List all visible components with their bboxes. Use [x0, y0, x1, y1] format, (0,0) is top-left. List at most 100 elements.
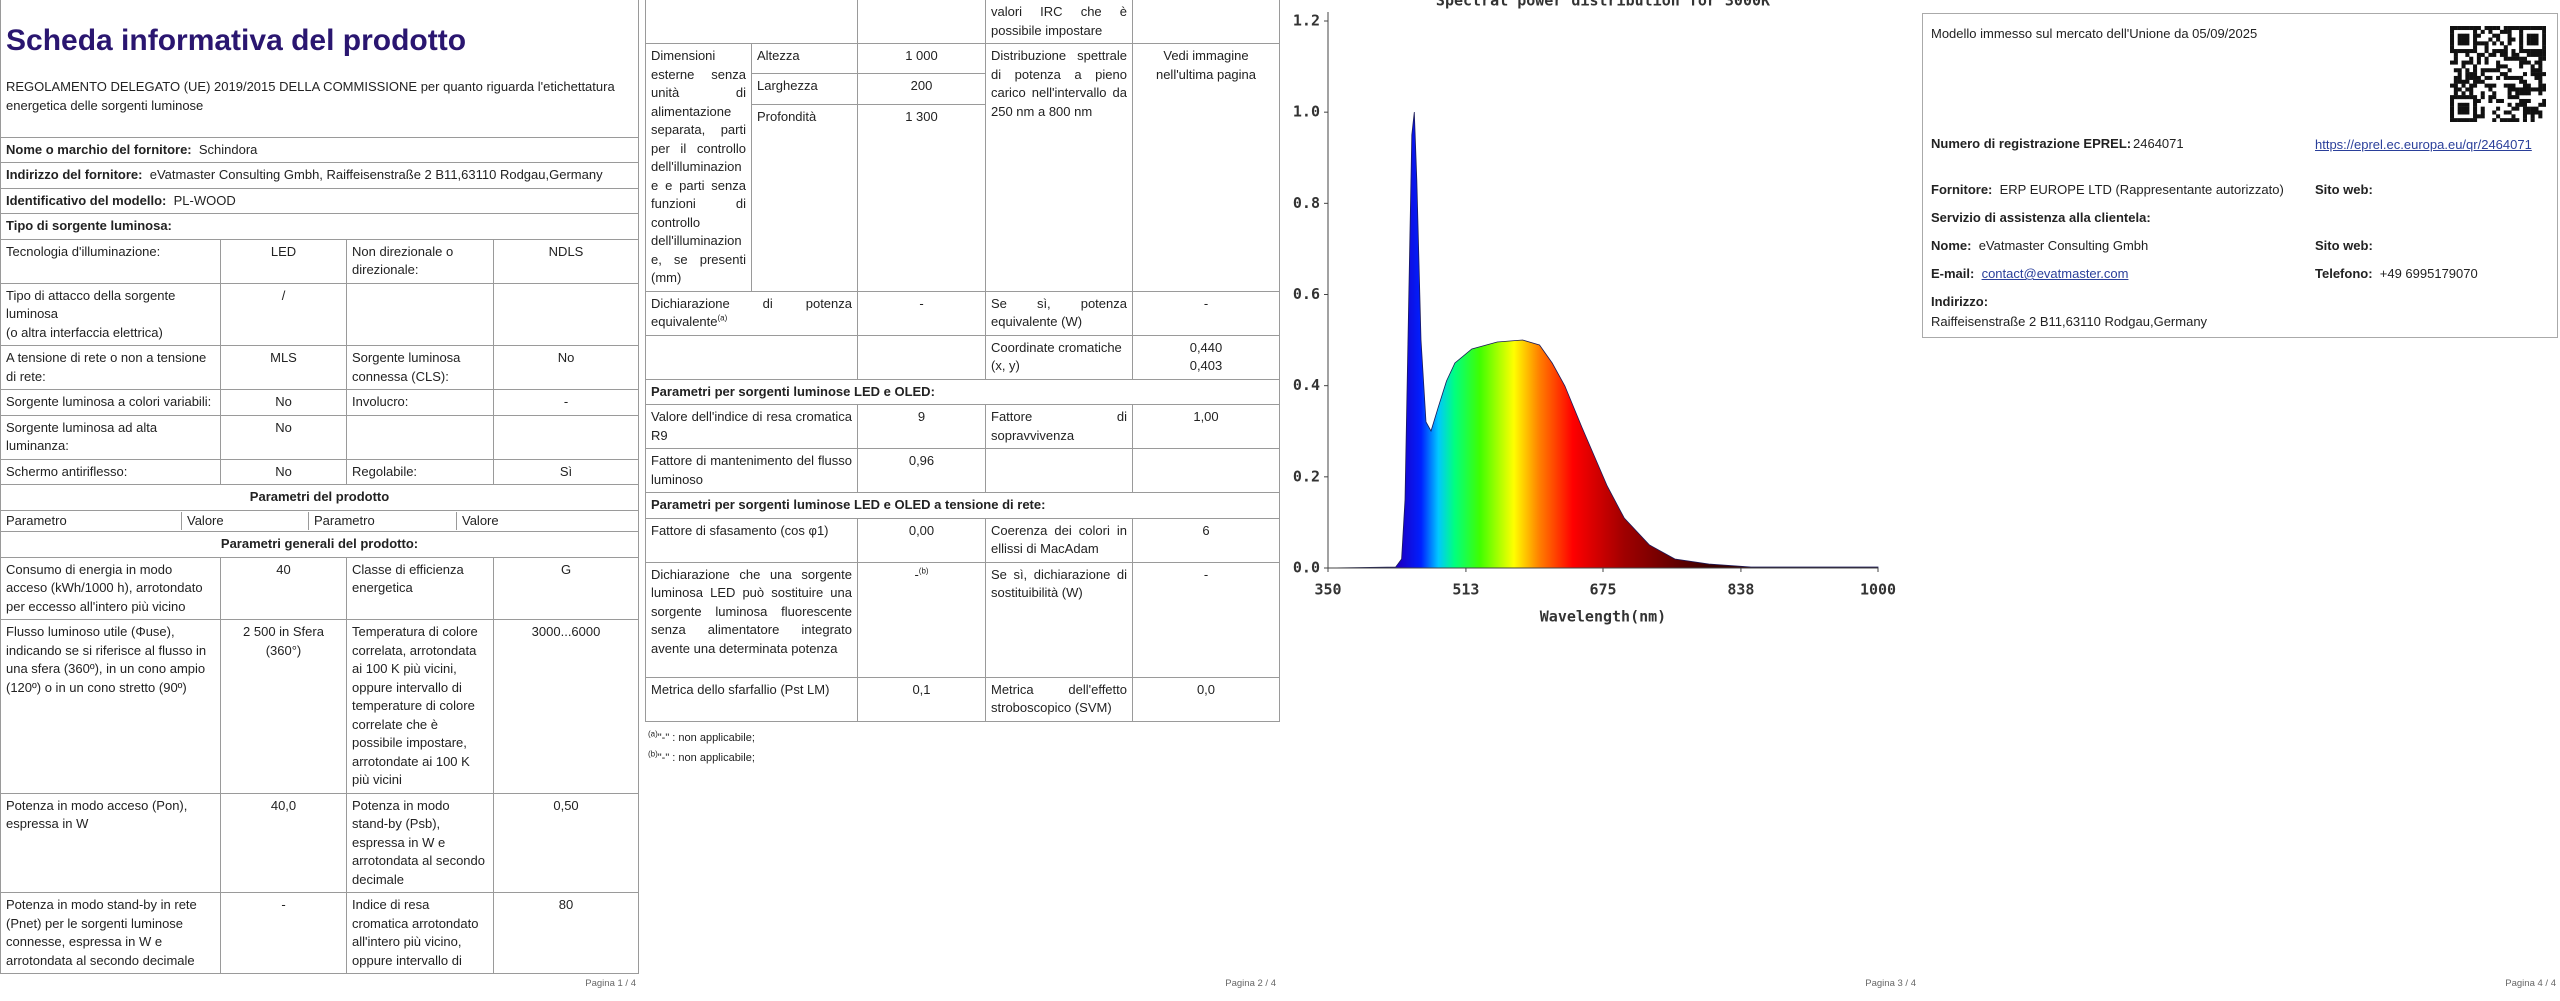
qr-module [2507, 41, 2512, 46]
table-row: Tecnologia d'illuminazione: LED Non direzi… [0, 238, 640, 284]
section-heading: Tipo di sorgente luminosa: [0, 213, 640, 240]
table-cell: 0,1 [857, 676, 986, 722]
qr-module [2522, 114, 2527, 119]
qr-module [2530, 106, 2535, 111]
qr-module [2507, 33, 2512, 38]
table-cell: Sorgente luminosa ad alta luminanza: [0, 414, 221, 460]
qr-module [2519, 45, 2524, 50]
table-cell: No [220, 414, 347, 460]
qr-module [2526, 87, 2531, 92]
block: Indirizzo: [1931, 294, 1988, 309]
field-value: Raiffeisenstraße 2 B11,63110 Rodgau,Germ… [1931, 314, 2208, 329]
table-cell: - [1132, 561, 1280, 678]
qr-module [2473, 98, 2478, 103]
block: E-mail: contact@evatmaster.com [1931, 266, 2128, 281]
qr-module [2450, 83, 2455, 88]
qr-module [2511, 106, 2516, 111]
table-row: Flusso luminoso utile (Φuse), indicando … [0, 619, 640, 794]
qr-module [2469, 72, 2474, 77]
qr-module [2522, 98, 2527, 103]
y-tick-label: 0.2 [1293, 467, 1320, 485]
field-label: Identificativo del modello: [6, 192, 167, 208]
page-footer: Pagina 3 / 4 [1865, 978, 1916, 989]
qr-module [2450, 41, 2455, 46]
qr-module [2496, 49, 2501, 54]
qr-module [2461, 37, 2466, 42]
qr-module [2450, 49, 2455, 54]
qr-module [2480, 79, 2485, 84]
qr-module [2511, 114, 2516, 119]
qr-module [2465, 41, 2470, 46]
qr-module [2465, 106, 2470, 111]
qr-module [2507, 83, 2512, 88]
qr-module [2450, 118, 2455, 122]
qr-module [2480, 72, 2485, 77]
table-cell: -(b) [857, 561, 986, 678]
table-row: Scheda informativa del prodotto REGOLAME… [0, 0, 640, 138]
table-cell: Dichiarazione che una sorgente luminosa … [645, 561, 858, 678]
qr-module [2526, 83, 2531, 88]
qr-module [2496, 26, 2501, 31]
table-cell: 1 000 [857, 42, 986, 75]
qr-module [2453, 118, 2458, 122]
table-cell: 200 [857, 73, 986, 105]
qr-module [2461, 83, 2466, 88]
qr-module [2534, 26, 2539, 31]
field-value: eVatmaster Consulting Gmbh, Raiffeisenst… [149, 167, 603, 182]
qr-module [2530, 68, 2535, 73]
qr-module [2499, 118, 2504, 122]
qr-module [2542, 102, 2546, 107]
qr-module [2526, 41, 2531, 46]
table-row: Larghezza 200 [646, 73, 1280, 105]
table-cell: G [492, 556, 640, 620]
field-label: Indirizzo: [1931, 294, 1989, 309]
qr-module [2530, 26, 2535, 31]
email-link[interactable]: contact@evatmaster.com [1981, 266, 2129, 281]
table-cell: Indirizzo del fornitore: eVatmaster Cons… [0, 162, 640, 189]
qr-module [2469, 26, 2474, 31]
table-cell: Coordinate cromatiche (x, y) [985, 334, 1133, 380]
x-axis-label: Wavelength(nm) [1540, 608, 1666, 626]
qr-module [2453, 56, 2458, 61]
qr-module [2538, 110, 2543, 115]
qr-module [2507, 95, 2512, 100]
qr-module [2457, 106, 2462, 111]
market-date: Modello immesso sul mercato dell'Unione … [1931, 26, 2258, 41]
qr-module [2507, 26, 2512, 31]
qr-module [2476, 52, 2481, 57]
qr-module [2465, 26, 2470, 31]
qr-module [2484, 49, 2489, 54]
column-header: Parametro Valore Parametro Valore [1, 511, 638, 530]
qr-module [2457, 68, 2462, 73]
qr-module [2484, 68, 2489, 73]
qr-module [2450, 95, 2455, 100]
eprel-link[interactable]: https://eprel.ec.europa.eu/qr/2464071 [2315, 137, 2532, 152]
table-cell: - [1132, 290, 1280, 336]
block: Numero di registrazione EPREL: [1931, 136, 2131, 151]
table-body: Valore dell'indice di resa cromatica R9 9… [645, 404, 1280, 493]
table-cell: Distribuzione spettrale di potenza a pie… [985, 43, 1133, 292]
qr-module [2522, 72, 2527, 77]
qr-module [2530, 41, 2535, 46]
field-label: E-mail: [1931, 266, 1975, 281]
x-tick-label: 350 [1314, 581, 1341, 599]
qr-module [2515, 106, 2520, 111]
footnote: (a)"-" : non applicabile; [648, 728, 1280, 748]
table-cell [1132, 448, 1280, 493]
qr-module [2538, 49, 2543, 54]
qr-module [2473, 102, 2478, 107]
footnote-mark: (b) [918, 566, 929, 576]
qr-module [2499, 49, 2504, 54]
qr-module [2519, 98, 2524, 103]
qr-module [2469, 95, 2474, 100]
qr-module [2530, 33, 2535, 38]
table-cell: Parametro Valore Parametro Valore [0, 509, 640, 532]
qr-module [2461, 106, 2466, 111]
qr-module [2507, 87, 2512, 92]
qr-module [2465, 68, 2470, 73]
table-cell: Temperatura di colore correlata, arroton… [346, 619, 494, 794]
qr-module [2542, 45, 2546, 50]
table-cell: 2 500 in Sfera (360°) [220, 619, 347, 794]
qr-module [2480, 52, 2485, 57]
qr-module [2492, 110, 2497, 115]
